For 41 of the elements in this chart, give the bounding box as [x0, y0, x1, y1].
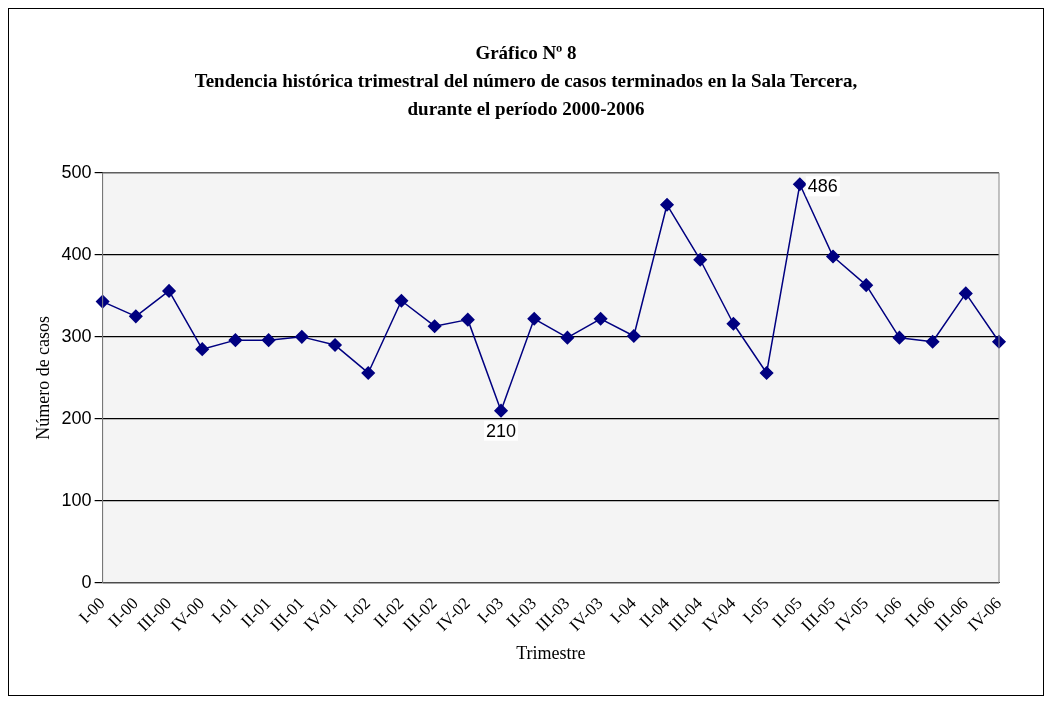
point: [693, 253, 707, 267]
chart-title: Gráfico Nº 8: [474, 41, 578, 65]
y-tick-label: 200: [61, 407, 92, 428]
x-tick-label: I-05: [739, 593, 773, 628]
point: [261, 333, 276, 347]
point: [593, 312, 608, 326]
point: [726, 316, 741, 331]
point: [427, 319, 442, 333]
point: [361, 366, 375, 380]
x-tick-label: I-00: [75, 593, 109, 628]
y-tick-label: 300: [61, 325, 92, 346]
point: [494, 403, 508, 418]
point: [826, 249, 840, 264]
point: [461, 312, 475, 327]
chart-subtitle: Tendencia histórica trimestral del número de casos terminados en la Sala Tercera, durante el período 2000-2006: [193, 69, 859, 121]
point: [759, 366, 774, 380]
data-label: 486: [807, 176, 838, 197]
point: [228, 333, 243, 347]
x-axis-title: Trimestre: [516, 642, 586, 663]
data-label: 210: [485, 420, 517, 441]
y-tick-label: 400: [61, 243, 92, 264]
y-axis-title: Número de casos: [32, 315, 53, 440]
point: [627, 329, 641, 343]
point: [129, 309, 143, 324]
point: [793, 177, 807, 192]
point: [195, 342, 209, 356]
point: [162, 284, 176, 298]
point: [527, 312, 541, 326]
y-tick-label: 100: [61, 489, 92, 510]
point: [560, 330, 575, 345]
y-tick-label: 500: [61, 161, 92, 182]
point: [925, 335, 940, 349]
point: [295, 330, 309, 344]
point: [892, 330, 907, 345]
point: [859, 278, 873, 292]
point: [394, 294, 409, 308]
point: [95, 294, 110, 309]
point: [660, 198, 674, 212]
point: [959, 286, 973, 301]
y-tick-label: 0: [81, 571, 92, 592]
point: [328, 338, 342, 352]
